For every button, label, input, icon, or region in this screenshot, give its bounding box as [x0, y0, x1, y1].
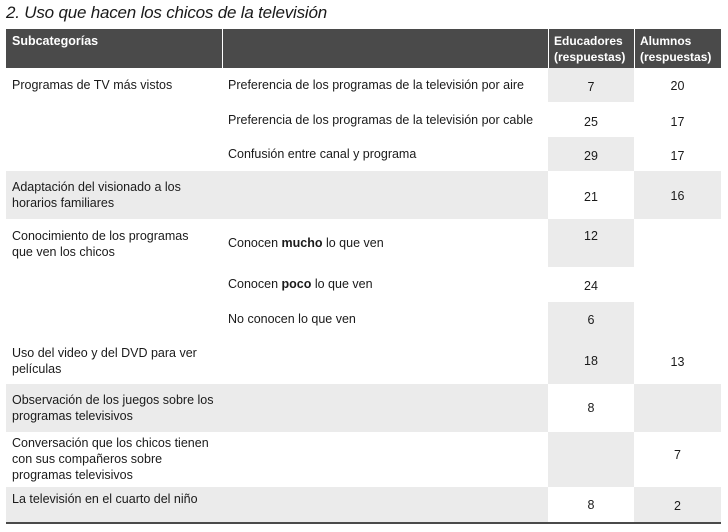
educadores-value: 21 — [584, 190, 598, 204]
educadores-value: 18 — [584, 354, 598, 368]
description-cell: Conocen poco lo que ven — [228, 277, 373, 291]
alumnos-value: 17 — [670, 149, 685, 163]
educadores-value: 6 — [587, 313, 595, 327]
header-educadores-label: Educadores (respuestas) — [554, 34, 626, 64]
alumnos-value: 17 — [670, 115, 685, 129]
educadores-value: 29 — [584, 149, 598, 163]
alumnos-value: 7 — [674, 448, 681, 462]
educadores-value: 8 — [587, 401, 595, 415]
table-bottom-border — [6, 522, 721, 524]
header-subcategorias-label: Subcategorías — [12, 34, 99, 48]
educadores-value: 7 — [587, 80, 595, 94]
description-cell: Conocen mucho lo que ven — [228, 236, 384, 250]
header-alumnos: Alumnos (respuestas) — [634, 29, 721, 68]
educadores-value: 12 — [584, 229, 598, 243]
description-cell: Confusión entre canal y programa — [228, 147, 417, 161]
description-cell: Preferencia de los programas de la telev… — [228, 113, 534, 127]
subcat-cell: Observación de los juegos sobre los prog… — [12, 393, 214, 423]
educadores-value: 24 — [584, 279, 598, 293]
educadores-value: 8 — [587, 498, 595, 512]
subcat-cell: La televisión en el cuarto del niño — [12, 492, 198, 506]
alumnos-value: 13 — [670, 355, 685, 369]
subcat-cell: Uso del video y del DVD para ver películ… — [12, 346, 197, 376]
alumnos-value: 2 — [674, 499, 681, 513]
description-cell: Preferencia de los programas de la telev… — [228, 78, 524, 92]
table-title: 2. Uso que hacen los chicos de la televi… — [6, 3, 328, 22]
educadores-value: 25 — [584, 115, 598, 129]
subcat-cell: Conocimiento de los programas que ven lo… — [12, 229, 189, 259]
subcat-cell: Adaptación del visionado a los horarios … — [12, 180, 181, 210]
description-cell: No conocen lo que ven — [228, 312, 356, 326]
alumnos-value: 20 — [670, 79, 685, 93]
header-educadores: Educadores (respuestas) — [548, 29, 634, 68]
header-description — [222, 29, 548, 68]
header-alumnos-label: Alumnos (respuestas) — [640, 34, 712, 64]
subcat-cell: Programas de TV más vistos — [12, 78, 173, 92]
header-subcategorias: Subcategorías — [6, 29, 222, 68]
alumnos-value: 16 — [670, 189, 685, 203]
subcat-cell: Conversación que los chicos tienen con s… — [12, 436, 209, 482]
